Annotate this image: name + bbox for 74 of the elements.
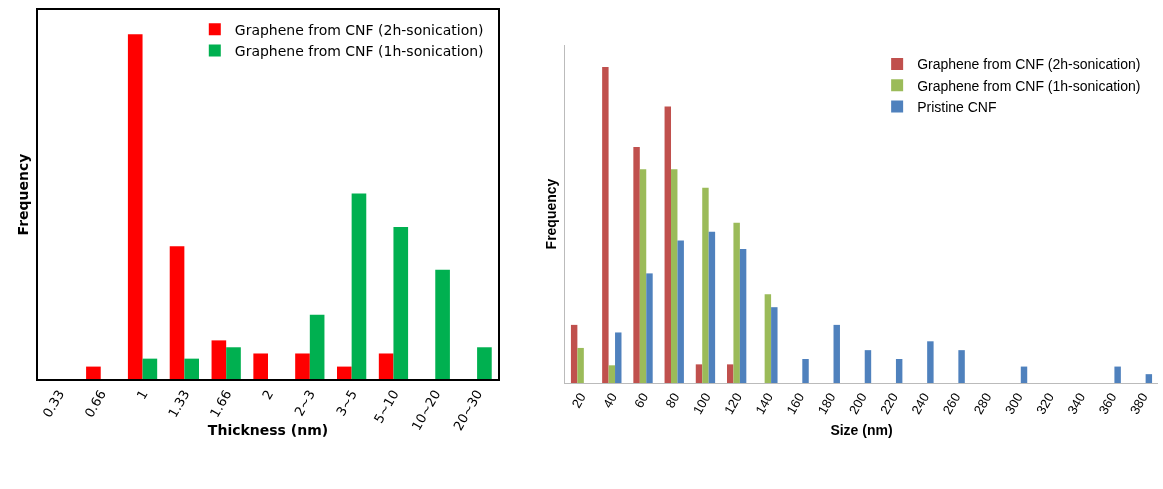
bar [864, 350, 872, 383]
x-tick-label: 120 [721, 390, 745, 417]
bar [958, 350, 965, 383]
bar [1020, 366, 1028, 383]
bar [664, 106, 672, 383]
x-tick-label: 20 [568, 390, 589, 411]
bar [253, 353, 268, 379]
bar [577, 347, 584, 383]
bar [86, 366, 101, 379]
bar [570, 324, 578, 383]
x-tick-label: 260 [939, 390, 964, 417]
bar [211, 340, 227, 379]
x-tick-label: 300 [1001, 390, 1026, 417]
bar [169, 246, 185, 379]
legend-label: Graphene from CNF (2h-sonication) [917, 56, 1141, 73]
x-tick-label: 200 [845, 390, 870, 417]
x-tick-label: 1 [133, 387, 151, 403]
x-axis-title: Size (nm) [830, 422, 893, 438]
bar [739, 249, 747, 383]
legend-label: Graphene from CNF (2h-sonication) [234, 21, 484, 38]
legend-label: Graphene from CNF (1h-sonication) [234, 42, 484, 59]
bar [764, 294, 772, 383]
x-tick-label: 280 [970, 390, 995, 417]
bar [351, 193, 367, 379]
x-tick-label: 40 [599, 390, 621, 411]
bar [142, 358, 158, 379]
bar [771, 307, 778, 383]
bar [708, 231, 716, 383]
x-tick-label: 240 [908, 390, 933, 417]
bar [378, 353, 394, 379]
bar [646, 273, 653, 383]
x-tick-label: 360 [1095, 390, 1120, 417]
x-tick-label: 180 [814, 390, 839, 417]
bar [477, 347, 492, 379]
legend-label: Graphene from CNF (1h-sonication) [917, 77, 1141, 94]
bar [633, 147, 640, 383]
x-tick-label: 160 [783, 390, 808, 417]
bar [802, 358, 809, 383]
bar [639, 169, 647, 383]
bar [1145, 374, 1153, 383]
bar [671, 169, 678, 383]
x-tick-label: 80 [662, 390, 683, 411]
bar [602, 67, 609, 383]
bar [733, 222, 740, 383]
y-axis-title: Frequency [542, 178, 559, 250]
bar [608, 365, 616, 383]
bar [1114, 366, 1121, 383]
bar [337, 366, 352, 379]
x-tick-label: 2 [259, 387, 277, 403]
bar [726, 364, 734, 383]
x-tick-label: 380 [1126, 390, 1151, 417]
bar [695, 364, 703, 383]
bar [702, 187, 709, 383]
x-axis-title: Thickness (nm) [207, 421, 329, 438]
bar [927, 341, 934, 383]
bar [677, 240, 684, 383]
bar [295, 353, 310, 379]
bar [895, 358, 903, 383]
bar [393, 226, 409, 379]
x-tick-label: 320 [1033, 390, 1057, 417]
x-tick-label: 220 [877, 390, 901, 417]
bar [833, 324, 840, 383]
bar [615, 332, 622, 383]
bar [309, 314, 325, 379]
y-axis-title: Frequency [15, 153, 32, 236]
x-tick-label: 340 [1064, 390, 1089, 417]
bar [127, 34, 143, 379]
x-tick-label: 140 [752, 390, 777, 417]
x-tick-label: 60 [631, 390, 652, 411]
legend-label: Pristine CNF [917, 98, 997, 115]
bar [226, 347, 241, 379]
x-tick-label: 100 [689, 390, 714, 417]
bar [184, 358, 199, 379]
bar [435, 269, 450, 379]
